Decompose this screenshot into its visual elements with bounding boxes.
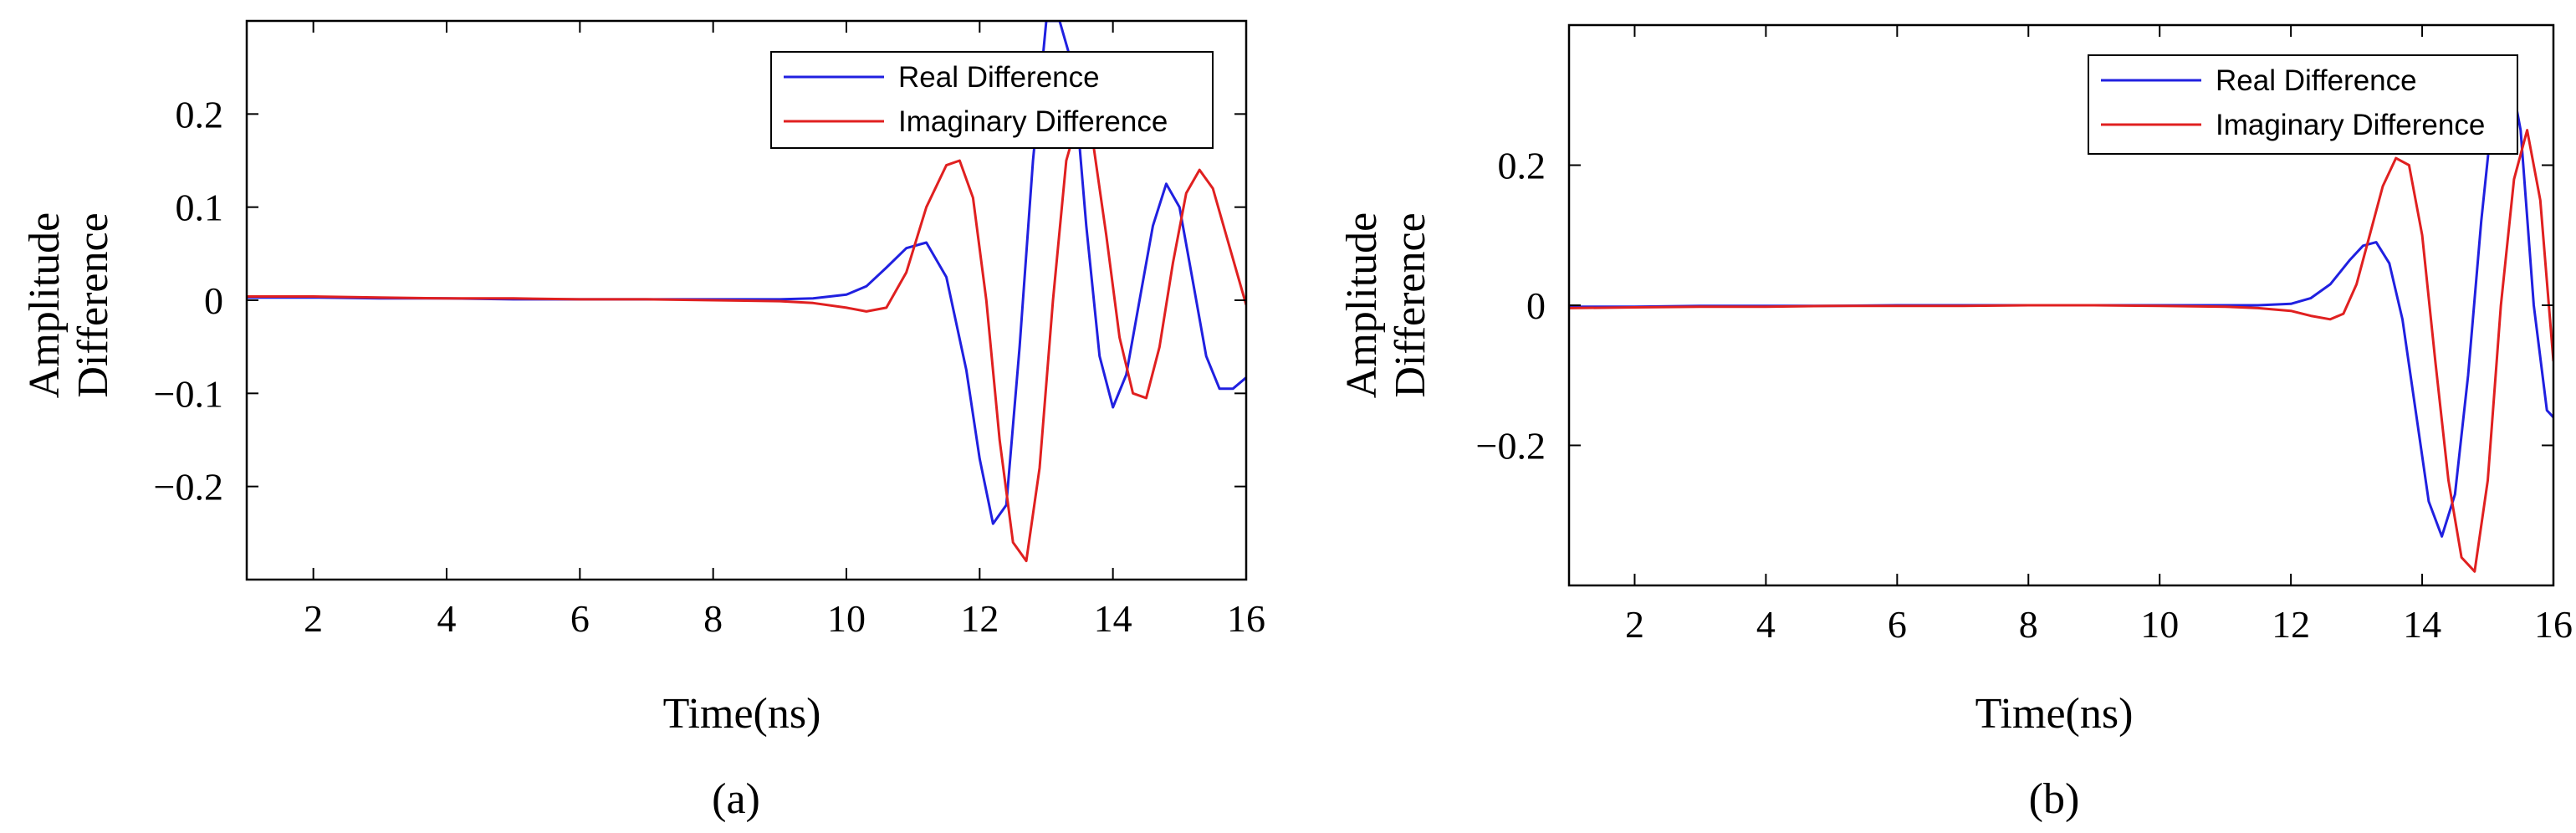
chart-panel-b: 2 4 6 8 10 12 14 16 −0.2 0 0.2 Real Difference Imagi… [1338,23,2573,823]
x-tick-label-a: 8 [703,597,723,640]
x-tick-label-a: 16 [1227,597,1265,640]
x-tick-label-b: 16 [2534,603,2573,646]
y-tick-label-a: −0.2 [154,466,223,508]
y-axis-title-line2-b: Difference [1387,212,1434,397]
x-tick-label-a: 10 [827,597,866,640]
x-tick-label-a: 12 [960,597,999,640]
x-tick-label-a: 4 [437,597,457,640]
legend-label-imaginary-b: Imaginary Difference [2216,109,2485,141]
y-tick-label-b: 0 [1526,284,1546,327]
chart-panel-a: 2 4 6 8 10 12 14 16 −0.2 −0.1 0 0.1 0.2 Real Differen… [21,19,1265,823]
y-tick-label-a: 0 [204,279,223,322]
x-tick-label-a: 6 [570,597,590,640]
x-tick-label-a: 2 [304,597,323,640]
caption-a: (a) [712,775,760,823]
legend-label-imaginary-a: Imaginary Difference [898,105,1168,138]
x-tick-label-b: 14 [2403,603,2441,646]
legend-a: Real Difference Imaginary Difference [770,51,1214,149]
caption-b: (b) [2029,775,2080,823]
y-tick-label-a: 0.2 [176,93,224,135]
series-line-imaginary-b [1569,129,2553,573]
y-axis-title-line1-b: Amplitude [1338,212,1386,398]
series-line-imaginary-a [247,112,1246,563]
x-axis-title-b: Time(ns) [1975,690,2134,738]
y-tick-label-a: 0.1 [176,187,224,229]
x-tick-label-b: 12 [2272,603,2310,646]
x-axis-title-a: Time(ns) [663,690,821,738]
y-tick-label-b: −0.2 [1476,425,1546,468]
legend-label-real-b: Real Difference [2216,64,2417,97]
y-axis-title-line1-a: Amplitude [21,212,69,398]
legend-box-a [770,51,1214,149]
plot-content-b: 2 4 6 8 10 12 14 16 −0.2 0 0.2 Real Difference Imagi… [1476,23,2573,646]
x-tick-label-a: 14 [1094,597,1132,640]
legend-box-b [2088,54,2518,155]
plot-content-a: 2 4 6 8 10 12 14 16 −0.2 −0.1 0 0.1 0.2 Real Differen… [154,19,1265,640]
legend-b: Real Difference Imaginary Difference [2088,54,2518,155]
series-group-a [247,21,1246,563]
x-tick-label-b: 8 [2019,603,2038,646]
x-tick-label-b: 10 [2140,603,2179,646]
x-tick-label-b: 4 [1756,603,1776,646]
y-tick-label-b: 0.2 [1498,145,1546,187]
y-tick-label-a: −0.1 [154,372,223,415]
x-tick-label-b: 2 [1625,603,1644,646]
legend-label-real-a: Real Difference [898,61,1100,94]
x-tick-label-b: 6 [1888,603,1907,646]
y-axis-title-line2-a: Difference [69,212,117,397]
